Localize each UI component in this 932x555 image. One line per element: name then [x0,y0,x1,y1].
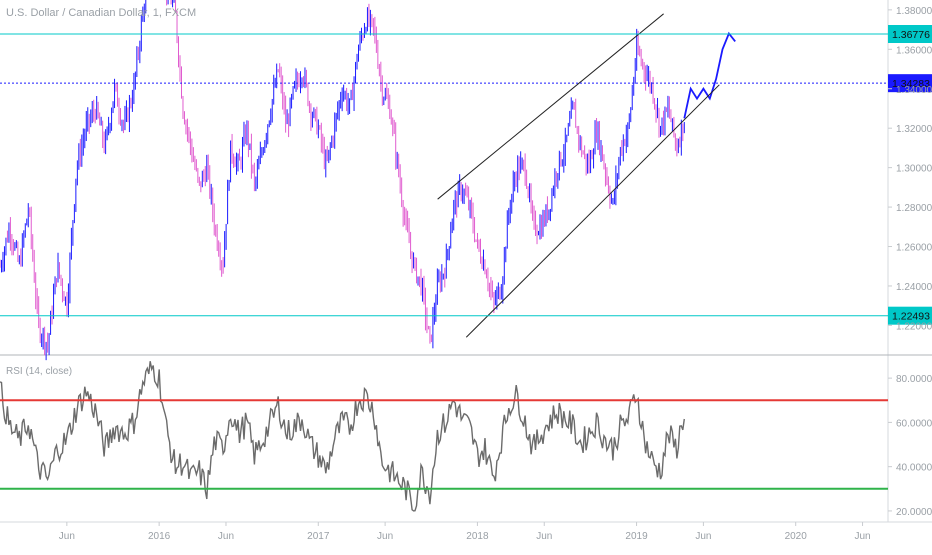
rsi-tick-label: 20.0000 [896,507,932,518]
time-tick-label: 2020 [785,531,808,542]
price-tick-label: 1.34000 [896,85,932,96]
price-tick-label: 1.28000 [896,203,932,214]
time-tick-label: 2017 [307,531,330,542]
price-level-tag [888,74,932,93]
price-level-tag-label: 1.22493 [892,311,930,323]
rsi-tick-label: 80.0000 [896,374,932,385]
price-axis: 1.38000 1.36000 1.34000 1.32000 1.30000 1.280… [888,6,932,332]
symbol-name: U.S. Dollar / Canadian Dollar, 1 [6,7,159,19]
price-tick-label: 1.30000 [896,164,932,175]
time-tick-label: Jun [59,531,75,542]
price-tick-label: 1.38000 [896,6,932,17]
price-level-tag-label: 1.34283 [892,78,930,90]
price-tick-label: 1.36000 [896,45,932,56]
rsi-line [0,361,685,512]
channel-trendline[interactable] [465,84,720,338]
rsi-tick-label: 40.0000 [896,463,932,474]
price-level-tag [888,306,932,325]
price-tick-label: 1.24000 [896,282,932,293]
time-axis: Jun 2016 Jun 2017 Jun 2018 Jun 2019 Jun 2020 Jun [59,522,871,542]
time-tick-label: Jun [695,531,711,542]
exchange-separator: , [159,7,165,19]
rsi-tick-label: 60.0000 [896,418,932,429]
price-tick-label: 1.22000 [896,321,932,332]
time-tick-label: 2018 [466,531,489,542]
time-tick-label: Jun [854,531,870,542]
channel-trendline[interactable] [437,13,664,200]
chart-symbol-title: U.S. Dollar / Canadian Dollar, 1, FXCM [6,7,196,19]
time-tick-label: Jun [218,531,234,542]
price-pane [0,0,736,361]
time-tick-label: 2016 [148,531,171,542]
rsi-indicator-label: RSI (14, close) [6,366,72,377]
rsi-axis: 80.0000 60.0000 40.0000 20.0000 [888,374,932,518]
price-level-tag [888,25,932,44]
time-tick-label: 2019 [625,531,648,542]
time-tick-label: Jun [536,531,552,542]
rsi-pane [0,361,888,512]
price-tick-label: 1.32000 [896,124,932,135]
horizontal-levels: 1.36776 1.34283 1.22493 [0,25,932,325]
time-tick-label: Jun [377,531,393,542]
price-level-tag-label: 1.36776 [892,29,930,41]
exchange-name: FXCM [165,7,196,19]
price-tick-label: 1.26000 [896,243,932,254]
projected-price-path [683,31,736,119]
